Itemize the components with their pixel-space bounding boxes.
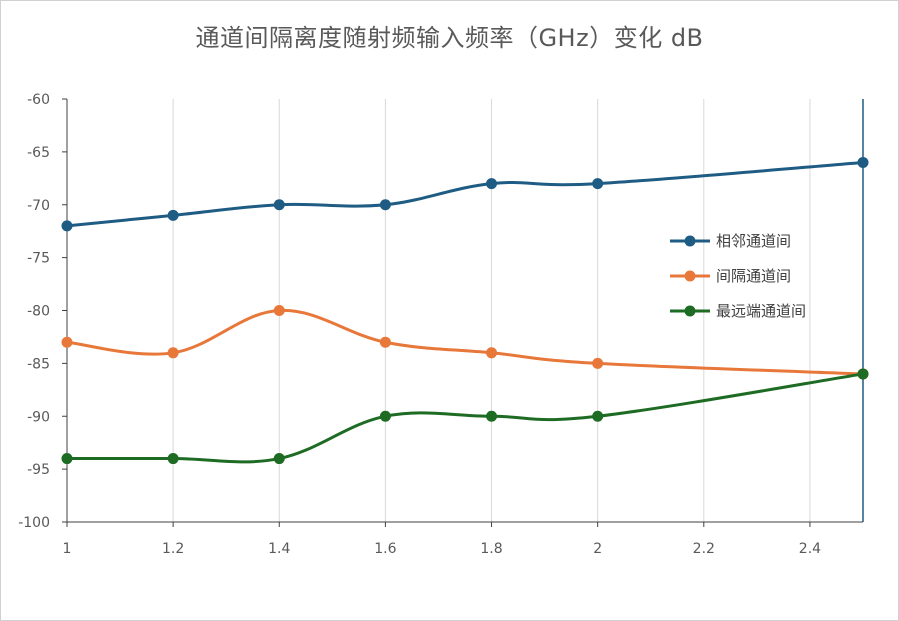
data-point-1-0 [61,336,73,348]
data-point-1-1 [167,347,179,359]
data-point-0-5 [592,178,604,190]
data-point-1-5 [592,357,604,369]
x-tick-label-2: 1.4 [268,541,290,557]
data-point-0-3 [379,199,391,211]
series-line-0 [66,160,864,228]
y-tick-label-6: -90 [27,409,50,425]
data-point-0-0 [61,220,73,232]
legend-item-1: 间隔通道间 [670,267,791,285]
chart-title: 通道间隔离度随射频输入频率（GHz）变化 dB [195,24,704,52]
series-layer [61,156,869,465]
data-point-2-1 [167,453,179,465]
x-tick-label-6: 2.2 [693,541,715,557]
series-0 [61,156,869,232]
legend-label-0: 相邻通道间 [716,232,791,250]
y-tick-label-5: -85 [27,356,50,372]
y-tick-label-4: -80 [27,304,50,320]
data-point-2-4 [486,410,498,422]
legend-marker-1 [684,270,696,282]
x-tick-label-0: 1 [63,541,72,557]
data-point-2-2 [273,453,285,465]
y-tick-label-1: -65 [27,145,50,161]
data-point-1-3 [379,336,391,348]
data-point-2-0 [61,453,73,465]
data-point-0-4 [486,178,498,190]
series-2 [61,368,869,465]
data-point-0-1 [167,209,179,221]
y-tick-label-0: -60 [27,92,50,108]
legend-item-0: 相邻通道间 [670,232,791,250]
legend-marker-2 [684,305,696,317]
x-tick-label-3: 1.6 [374,541,396,557]
data-point-0-6 [857,156,869,168]
x-tick-label-5: 2 [593,541,602,557]
data-point-2-3 [379,410,391,422]
y-tick-label-8: -100 [18,515,50,531]
series-line-2 [67,372,864,464]
x-tick-labels: 1 1.2 1.4 1.6 1.8 2 2.2 2.4 [63,522,821,557]
x-tick-label-1: 1.2 [162,541,184,557]
legend-label-2: 最远端通道间 [716,302,806,320]
legend-marker-0 [684,235,696,247]
legend-item-2: 最远端通道间 [670,302,806,320]
legend-label-1: 间隔通道间 [716,267,791,285]
data-point-2-5 [592,410,604,422]
data-point-1-2 [273,305,285,316]
y-tick-label-2: -70 [27,198,50,214]
data-point-0-2 [273,199,285,211]
y-tick-label-3: -75 [27,251,50,267]
data-point-2-6 [857,368,869,380]
x-tick-label-4: 1.8 [480,541,502,557]
data-point-1-4 [486,347,498,359]
y-tick-label-7: -95 [27,462,50,478]
x-tick-label-7: 2.4 [799,541,821,557]
y-tick-labels: -60 -65 -70 -75 -80 -85 -90 -95 -100 [18,92,67,531]
